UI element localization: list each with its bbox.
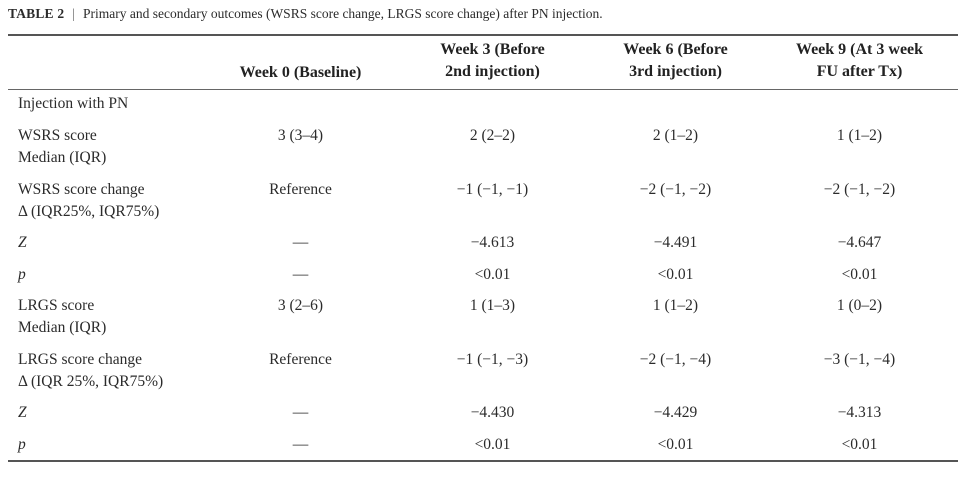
row-label-wsrs-z: Z xyxy=(18,234,27,251)
row-label-line2: Δ (IQR25%, IQR75%) xyxy=(18,203,160,220)
header-week0: Week 0 (Baseline) xyxy=(239,64,362,81)
row-label-lrgs-change: LRGS score change Δ (IQR 25%, IQR75%) xyxy=(18,349,163,393)
table-cell: — xyxy=(292,266,309,283)
header-week9-line1: Week 9 (At 3 week xyxy=(795,41,924,58)
table-cell: −1 (−1, −3) xyxy=(456,351,529,368)
table-cell: <0.01 xyxy=(474,266,511,283)
row-label-lrgs-p: p xyxy=(18,436,26,453)
table-cell: 1 (1–3) xyxy=(469,297,516,314)
table-cell: 3 (3–4) xyxy=(277,127,324,144)
section-label: Injection with PN xyxy=(18,95,129,112)
header-week9: Week 9 (At 3 week FU after Tx) xyxy=(772,39,947,83)
table-cell: 2 (1–2) xyxy=(652,127,699,144)
table-cell: Reference xyxy=(269,181,332,198)
header-rule xyxy=(8,89,958,90)
table-cell: <0.01 xyxy=(657,266,694,283)
table-cell: <0.01 xyxy=(474,436,511,453)
row-label-wsrs-change: WSRS score change Δ (IQR25%, IQR75%) xyxy=(18,179,159,223)
table-cell: −2 (−1, −4) xyxy=(639,351,712,368)
header-week6-line1: Week 6 (Before xyxy=(623,41,728,58)
row-label-line2: Median (IQR) xyxy=(18,319,107,336)
table-cell: −4.313 xyxy=(837,404,882,421)
caption-text: Primary and secondary outcomes (WSRS sco… xyxy=(83,6,603,21)
table-cell: — xyxy=(292,404,309,421)
header-week3-line1: Week 3 (Before xyxy=(440,41,545,58)
row-label-line1: LRGS score change xyxy=(18,351,142,368)
table-cell: −4.647 xyxy=(837,234,882,251)
table-top-rule xyxy=(8,34,958,36)
table-cell: 2 (2–2) xyxy=(469,127,516,144)
table-cell: <0.01 xyxy=(841,266,878,283)
row-label-line1: WSRS score change xyxy=(18,181,145,198)
row-label-line2: Median (IQR) xyxy=(18,149,107,166)
table-cell: 1 (1–2) xyxy=(836,127,883,144)
header-week3: Week 3 (Before 2nd injection) xyxy=(405,39,580,83)
table-cell: −4.429 xyxy=(653,404,698,421)
table-cell: Reference xyxy=(269,351,332,368)
table-cell: −4.613 xyxy=(470,234,515,251)
row-label-line1: WSRS score xyxy=(18,127,97,144)
row-label-line1: LRGS score xyxy=(18,297,95,314)
row-label-line2: Δ (IQR 25%, IQR75%) xyxy=(18,373,164,390)
table-cell: −2 (−1, −2) xyxy=(823,181,896,198)
table-caption: TABLE 2 | Primary and secondary outcomes (… xyxy=(8,6,603,22)
table-cell: −2 (−1, −2) xyxy=(639,181,712,198)
row-label-wsrs-p: p xyxy=(18,266,26,283)
table-cell: — xyxy=(292,234,309,251)
table-cell: <0.01 xyxy=(841,436,878,453)
header-week6-line2: 3rd injection) xyxy=(629,63,722,80)
table-label: TABLE 2 xyxy=(8,6,65,21)
row-label-wsrs-score: WSRS score Median (IQR) xyxy=(18,125,106,169)
row-label-lrgs-score: LRGS score Median (IQR) xyxy=(18,295,106,339)
table-bottom-rule xyxy=(8,460,958,462)
table-cell: −4.491 xyxy=(653,234,698,251)
table-cell: 1 (0–2) xyxy=(836,297,883,314)
table-cell: <0.01 xyxy=(657,436,694,453)
table-cell: 3 (2–6) xyxy=(277,297,324,314)
header-week6: Week 6 (Before 3rd injection) xyxy=(588,39,763,83)
table-cell: −4.430 xyxy=(470,404,515,421)
row-label-lrgs-z: Z xyxy=(18,404,27,421)
table-cell: −1 (−1, −1) xyxy=(456,181,529,198)
caption-separator: | xyxy=(72,6,75,21)
header-week9-line2: FU after Tx) xyxy=(816,63,903,80)
header-week3-line2: 2nd injection) xyxy=(445,63,540,80)
table-cell: −3 (−1, −4) xyxy=(823,351,896,368)
table-cell: — xyxy=(292,436,309,453)
table-cell: 1 (1–2) xyxy=(652,297,699,314)
